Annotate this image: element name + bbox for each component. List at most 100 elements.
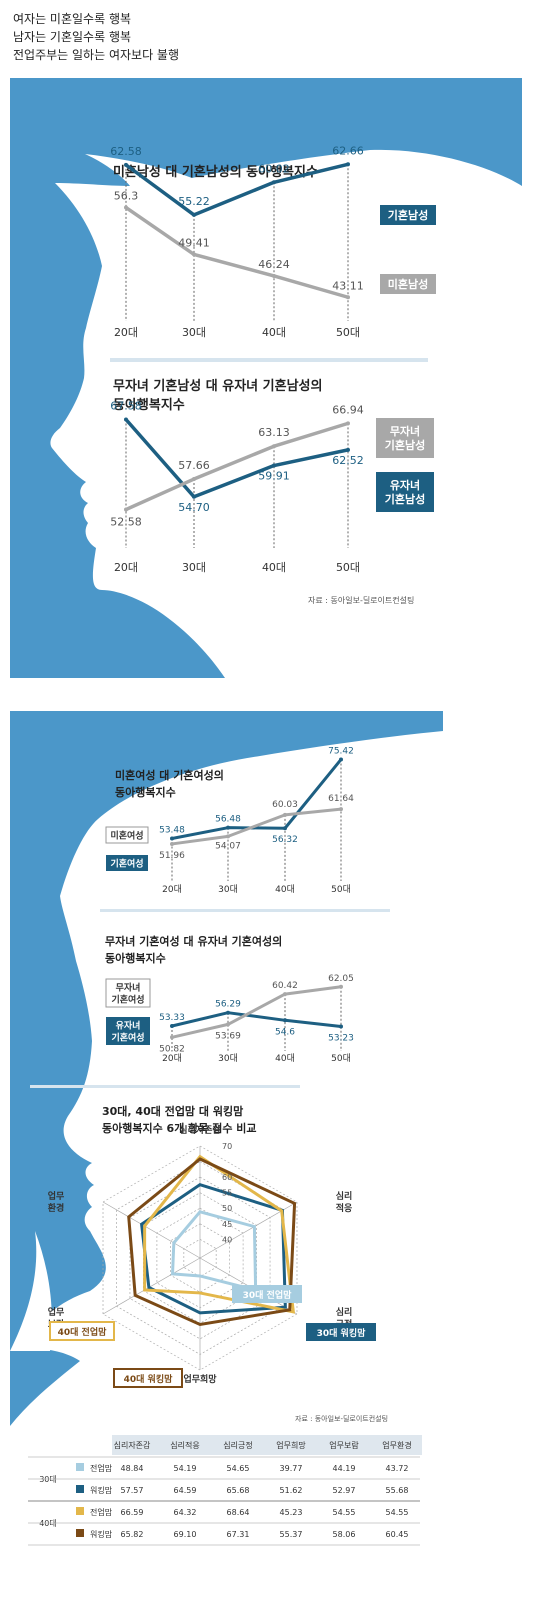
legend-tag	[105, 978, 151, 1008]
table-cell: 66.59	[121, 1508, 144, 1517]
legend-label: 기혼여성	[111, 993, 144, 1005]
x-tick-label: 20대	[162, 884, 182, 895]
data-point	[170, 1035, 174, 1040]
table-column-header: 심리긍정	[223, 1440, 252, 1450]
chart-married-vs-single-men: 미혼남성 대 기혼남성의 동아행복지수 20대 30대 40대 50대 62.58 55.2…	[110, 144, 436, 339]
legend-label: 미혼남성	[388, 277, 428, 291]
data-point	[226, 1010, 230, 1015]
table-cell: 58.06	[333, 1530, 356, 1539]
table-header-bg	[112, 1435, 422, 1455]
x-tick-label: 30대	[218, 1053, 238, 1064]
legend-tag	[380, 205, 436, 225]
data-point	[346, 421, 350, 426]
legend-label: 무자녀	[390, 424, 420, 438]
data-label: 53.69	[215, 1031, 241, 1041]
data-point	[170, 836, 174, 841]
radar-legend-label: 40대 전업맘	[58, 1326, 107, 1338]
series-line	[125, 421, 349, 512]
data-label: 51.96	[159, 851, 185, 861]
x-tick-label: 50대	[336, 561, 360, 574]
table-group-label: 40대	[39, 1519, 57, 1528]
data-point	[272, 444, 276, 449]
data-label: 56.29	[215, 1000, 241, 1010]
female-happiness-infographic: 미혼여성 대 기혼여성의 동아행복지수 20대 30대 40대 50대 53.48 56.48…	[10, 711, 443, 1615]
data-label: 57.66	[178, 459, 210, 472]
radar-axis	[102, 1257, 201, 1315]
male-head-silhouette	[50, 149, 522, 678]
chart-title: 동아행복지수	[113, 397, 185, 413]
series-line	[171, 758, 343, 840]
series-line	[124, 162, 349, 217]
x-tick-label: 50대	[331, 1053, 351, 1064]
radar-axis-label: 적응	[336, 1202, 353, 1214]
table-cell: 54.55	[333, 1508, 356, 1517]
chart4-divider	[30, 1085, 300, 1088]
x-tick-label: 50대	[336, 326, 360, 339]
legend-tag	[380, 274, 436, 294]
data-label: 62.58	[110, 145, 142, 158]
data-label: 60.02	[258, 162, 290, 175]
data-label: 63.13	[258, 426, 290, 439]
table-cell: 68.64	[227, 1508, 250, 1517]
legend-label: 기혼남성	[385, 438, 425, 452]
table-cell: 43.72	[386, 1464, 409, 1473]
radar-axis-label: 업무희망	[183, 1373, 217, 1385]
data-point	[283, 826, 287, 831]
table-cell: 39.77	[280, 1464, 303, 1473]
data-label: 56.48	[215, 815, 241, 825]
data-label: 54.70	[178, 501, 210, 514]
intro-line-3: 전업주부는 일하는 여자보다 불행	[13, 48, 180, 62]
data-point	[124, 162, 128, 167]
table-cell: 55.37	[280, 1530, 303, 1539]
data-label: 56.3	[114, 190, 139, 203]
data-point	[339, 1024, 343, 1029]
data-point	[339, 757, 343, 762]
data-point	[192, 212, 196, 217]
chart-title: 무자녀 기혼남성 대 유자녀 기혼남성의	[113, 378, 322, 394]
data-point	[226, 834, 230, 839]
data-label: 49.41	[178, 236, 210, 249]
data-point	[226, 825, 230, 830]
table-cell: 48.84	[121, 1464, 144, 1473]
legend-tag	[106, 1017, 150, 1045]
data-label: 53.33	[159, 1013, 185, 1023]
table-cell: 45.23	[280, 1508, 303, 1517]
data-label: 53.23	[328, 1033, 354, 1043]
data-label: 54.07	[215, 841, 241, 851]
table-row-swatch	[76, 1507, 84, 1515]
table-row-swatch	[76, 1529, 84, 1537]
panel2-source: 자료 : 동아일보-딜로이트컨설팅	[295, 1414, 388, 1423]
series-line	[124, 418, 349, 499]
table-row-label: 전업맘	[90, 1463, 113, 1473]
radar-axis-label: 심리자존감	[179, 1124, 221, 1136]
data-label: 60.03	[272, 800, 298, 810]
data-point	[339, 807, 343, 812]
series-line	[171, 985, 342, 1039]
data-label: 54.6	[275, 1027, 295, 1037]
table-cell: 55.68	[386, 1486, 409, 1495]
table-cell: 51.62	[280, 1486, 303, 1495]
data-label: 43.11	[332, 279, 364, 292]
x-tick-label: 40대	[262, 326, 286, 339]
intro-line-2: 남자는 기혼일수록 행복	[13, 30, 132, 44]
radar-legend-tag	[232, 1285, 302, 1303]
legend-label: 유자녀	[390, 478, 420, 492]
data-label: 75.42	[328, 746, 354, 756]
data-label: 60.42	[272, 981, 298, 991]
x-tick-label: 40대	[275, 1053, 295, 1064]
data-label: 50.82	[159, 1044, 185, 1054]
data-point	[192, 477, 196, 482]
data-point	[283, 992, 287, 997]
chart-title: 30대, 40대 전업맘 대 워킹맘	[102, 1104, 243, 1118]
table-row-label: 워킹맘	[90, 1485, 113, 1495]
table-cell: 65.68	[227, 1486, 250, 1495]
radar-legend-tag	[306, 1323, 376, 1341]
table-cell: 44.19	[333, 1464, 356, 1473]
chart1-divider	[110, 358, 428, 362]
data-label: 67.58	[110, 400, 142, 413]
chart3-divider	[100, 909, 390, 912]
